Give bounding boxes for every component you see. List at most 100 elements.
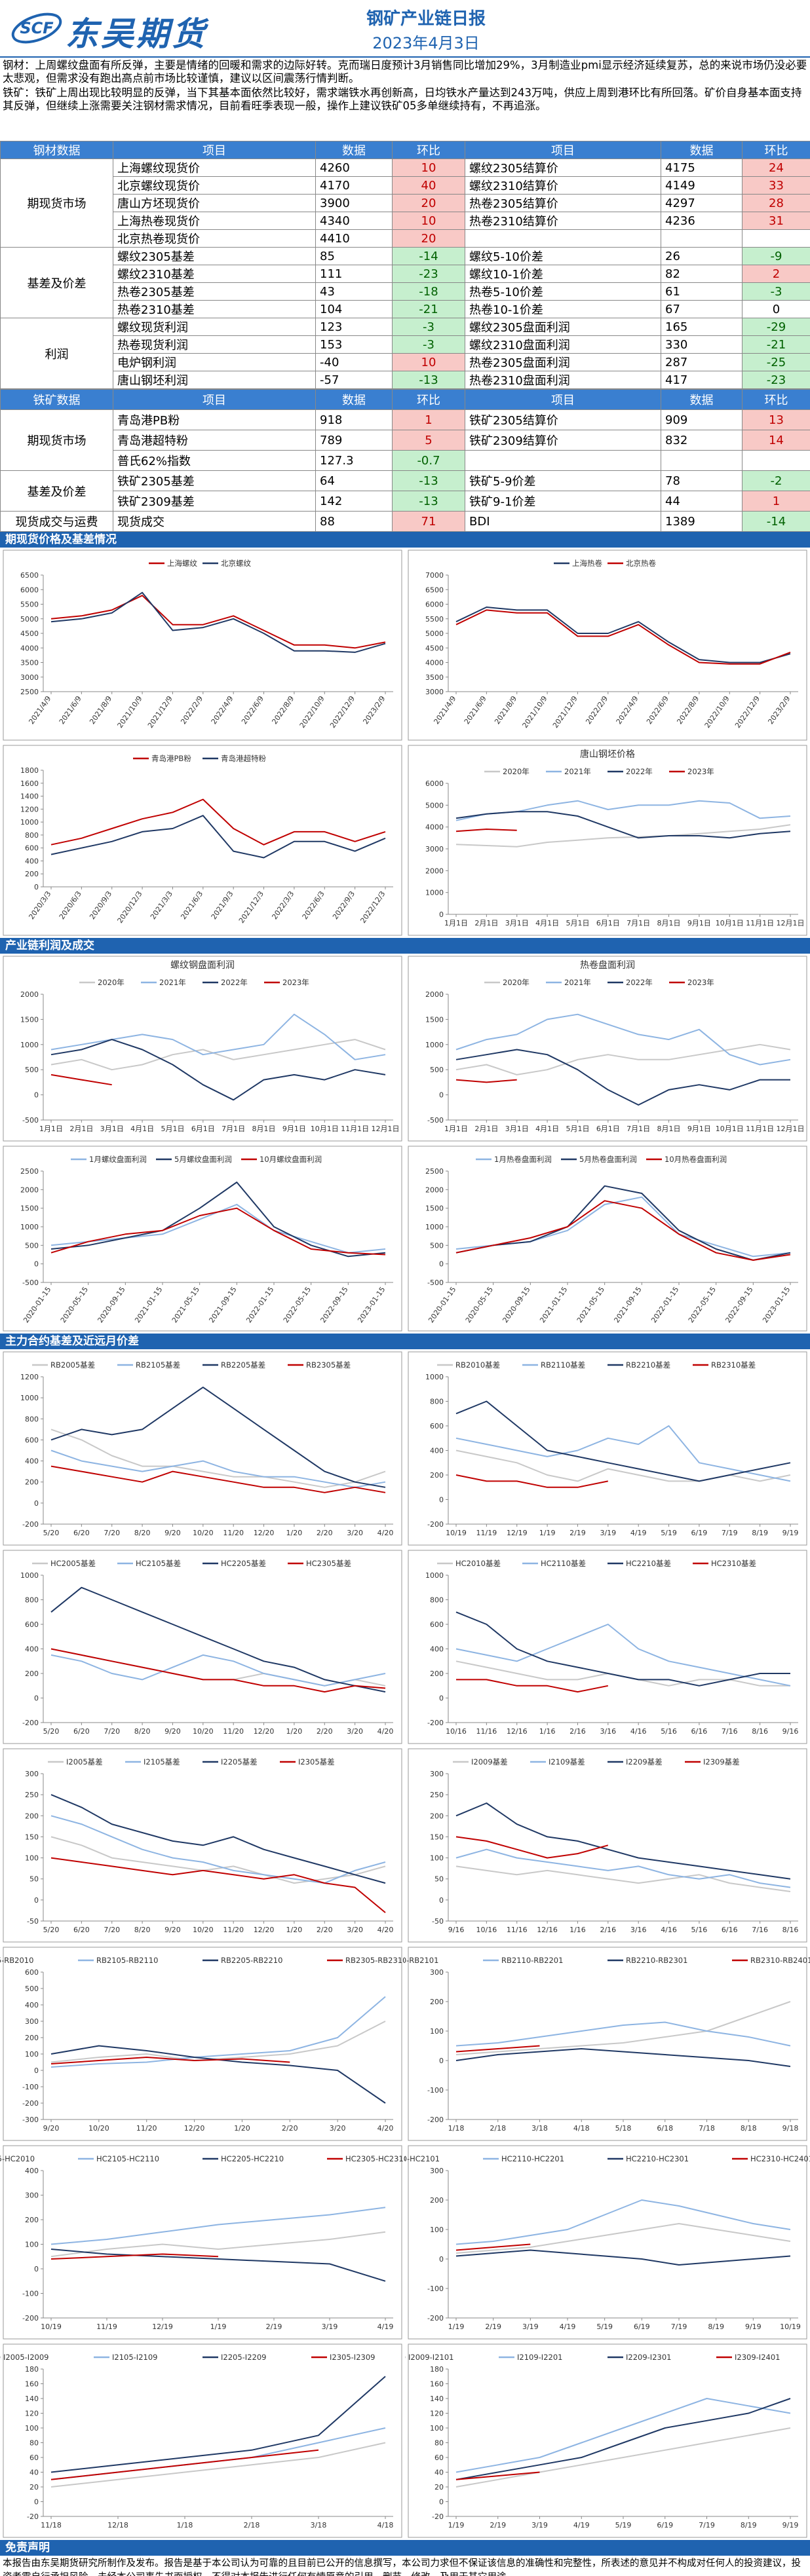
group-label: 现货成交与运费 <box>0 511 113 532</box>
y-tick-label: 0 <box>34 2498 39 2507</box>
chart: I2009-I2101 I2109-I2201 I2209-I2301 I2309-I… <box>405 2343 807 2538</box>
series-line <box>50 815 386 859</box>
legend-label: 10月螺纹盘面利润 <box>260 1155 322 1164</box>
x-tick-label: 10月1日 <box>716 1125 744 1133</box>
change-cell: 13 <box>742 409 810 430</box>
y-tick-label: -100 <box>427 2086 444 2095</box>
x-tick-label: 12/20 <box>184 2124 205 2133</box>
change-cell: 0 <box>742 300 810 318</box>
chart-frame <box>3 2145 402 2340</box>
y-tick-label: 140 <box>25 2395 39 2403</box>
y-tick-label: 6000 <box>425 601 444 609</box>
x-tick-label: 2/18 <box>490 2124 506 2133</box>
value-cell: 123 <box>315 318 393 336</box>
y-tick-label: 40 <box>29 2469 39 2477</box>
x-tick-label: 5/20 <box>43 1727 60 1736</box>
y-tick-label: 0 <box>439 910 444 919</box>
y-tick-label: -200 <box>427 1719 444 1727</box>
change-cell: -14 <box>392 247 465 265</box>
change-cell: -13 <box>392 491 465 512</box>
x-tick-label: 4月1日 <box>130 1125 154 1133</box>
x-tick-label: 12/18 <box>107 2521 128 2529</box>
chart-grid: RB2005基差 RB2105基差 RB2205基差 RB2305基差 -200 0 200… <box>0 1349 810 2540</box>
series-line <box>455 2199 791 2245</box>
logo-mark-text: SCF <box>20 19 54 37</box>
x-tick-label: 2/19 <box>490 2521 506 2529</box>
x-tick-label: 5/19 <box>615 2521 632 2529</box>
x-tick-label: 3/19 <box>322 2323 338 2331</box>
change-cell: 1 <box>742 491 810 512</box>
y-tick-label: 100 <box>430 2027 444 2036</box>
item-cell: 铁矿2305基差 <box>113 470 316 491</box>
x-tick-label: 3月1日 <box>505 919 529 927</box>
x-tick-label: 8/16 <box>782 1926 799 1934</box>
x-tick-label: 6/20 <box>73 1727 90 1736</box>
value-cell: 4170 <box>315 176 393 195</box>
series-line <box>50 591 386 653</box>
legend-label: I2005基差 <box>66 1757 103 1766</box>
change-cell: -13 <box>392 470 465 491</box>
series-line <box>455 1013 791 1066</box>
table-row: 唐山方坯现货价 3900 20 热卷2305结算价 4297 28 <box>1 194 810 212</box>
empty-cell <box>742 450 810 471</box>
change-cell: -21 <box>742 335 810 354</box>
x-tick-label: 6/20 <box>73 1529 90 1537</box>
legend-label: RB2210基差 <box>626 1360 670 1370</box>
change-cell: -13 <box>392 371 465 389</box>
series-line <box>50 1586 386 1693</box>
x-tick-label: 5/18 <box>615 2124 632 2133</box>
table-row: 北京螺纹现货价 4170 40 螺纹2310结算价 4149 33 <box>1 176 810 195</box>
value-cell: 85 <box>315 247 393 265</box>
series-line <box>455 1049 790 1106</box>
chart-frame <box>408 956 807 1142</box>
x-tick-label: 6/18 <box>657 2124 673 2133</box>
report-title: 钢矿产业链日报 <box>366 9 486 29</box>
x-tick-label: 10/19 <box>41 2323 62 2331</box>
legend-label: 2022年 <box>221 978 248 987</box>
change-cell: 28 <box>742 194 810 212</box>
change-cell: 20 <box>392 194 465 212</box>
value-cell: 44 <box>661 491 742 512</box>
x-tick-label: 2月1日 <box>474 919 498 927</box>
legend-label: 上海热卷 <box>572 559 602 568</box>
empty-cell <box>465 450 661 471</box>
x-tick-label: 2/20 <box>317 1926 333 1934</box>
x-tick-label: 7/20 <box>104 1727 120 1736</box>
series-line <box>50 2442 386 2488</box>
x-tick-label: 1/16 <box>569 1926 586 1934</box>
y-tick-label: 0 <box>34 1091 39 1100</box>
item-cell: 热卷2305结算价 <box>465 194 661 212</box>
change-cell: 71 <box>392 511 465 532</box>
change-cell: -3 <box>742 282 810 301</box>
series-line <box>455 2048 791 2067</box>
y-tick-label: 0 <box>439 1260 444 1269</box>
y-tick-label: 250 <box>430 1791 444 1799</box>
chart-frame <box>3 1550 402 1744</box>
table-row: 基差及价差 螺纹2305基差 85 -14 螺纹5-10价差 26 -9 <box>0 247 810 318</box>
x-tick-label: 9/19 <box>782 2521 799 2529</box>
value-cell: 142 <box>315 491 393 512</box>
legend-label: 2022年 <box>626 767 653 776</box>
legend-label: I2205-I2209 <box>221 2353 266 2362</box>
x-tick-label: 4/20 <box>377 1727 394 1736</box>
y-tick-label: 150 <box>25 1833 39 1841</box>
table-row: 上海热卷现货价 4340 10 热卷2310结算价 4236 31 <box>1 212 810 230</box>
x-tick-label: 10/16 <box>446 1727 467 1736</box>
y-tick-label: 200 <box>25 1812 39 1820</box>
legend-label: RB2205-RB2210 <box>221 1956 282 1965</box>
series-line <box>50 1815 386 1884</box>
table-row: 热卷2310基差 104 -21 热卷10-1价差 67 0 <box>1 300 810 318</box>
y-tick-label: 6500 <box>20 571 39 580</box>
y-tick-label: 200 <box>430 2196 444 2205</box>
legend-label: 5月螺纹盘面利润 <box>174 1155 232 1164</box>
x-tick-label: 9/20 <box>164 1727 181 1736</box>
y-tick-label: 600 <box>430 1422 444 1430</box>
x-tick-label: 2/16 <box>569 1727 586 1736</box>
y-tick-label: 200 <box>430 1812 444 1820</box>
y-tick-label: 0 <box>439 1496 444 1504</box>
y-tick-label: 4500 <box>20 629 39 638</box>
legend-label: 2023年 <box>687 978 714 987</box>
change-cell: -18 <box>392 282 465 301</box>
x-tick-label: 2月1日 <box>69 1125 93 1133</box>
y-tick-label: 0 <box>34 2265 39 2273</box>
